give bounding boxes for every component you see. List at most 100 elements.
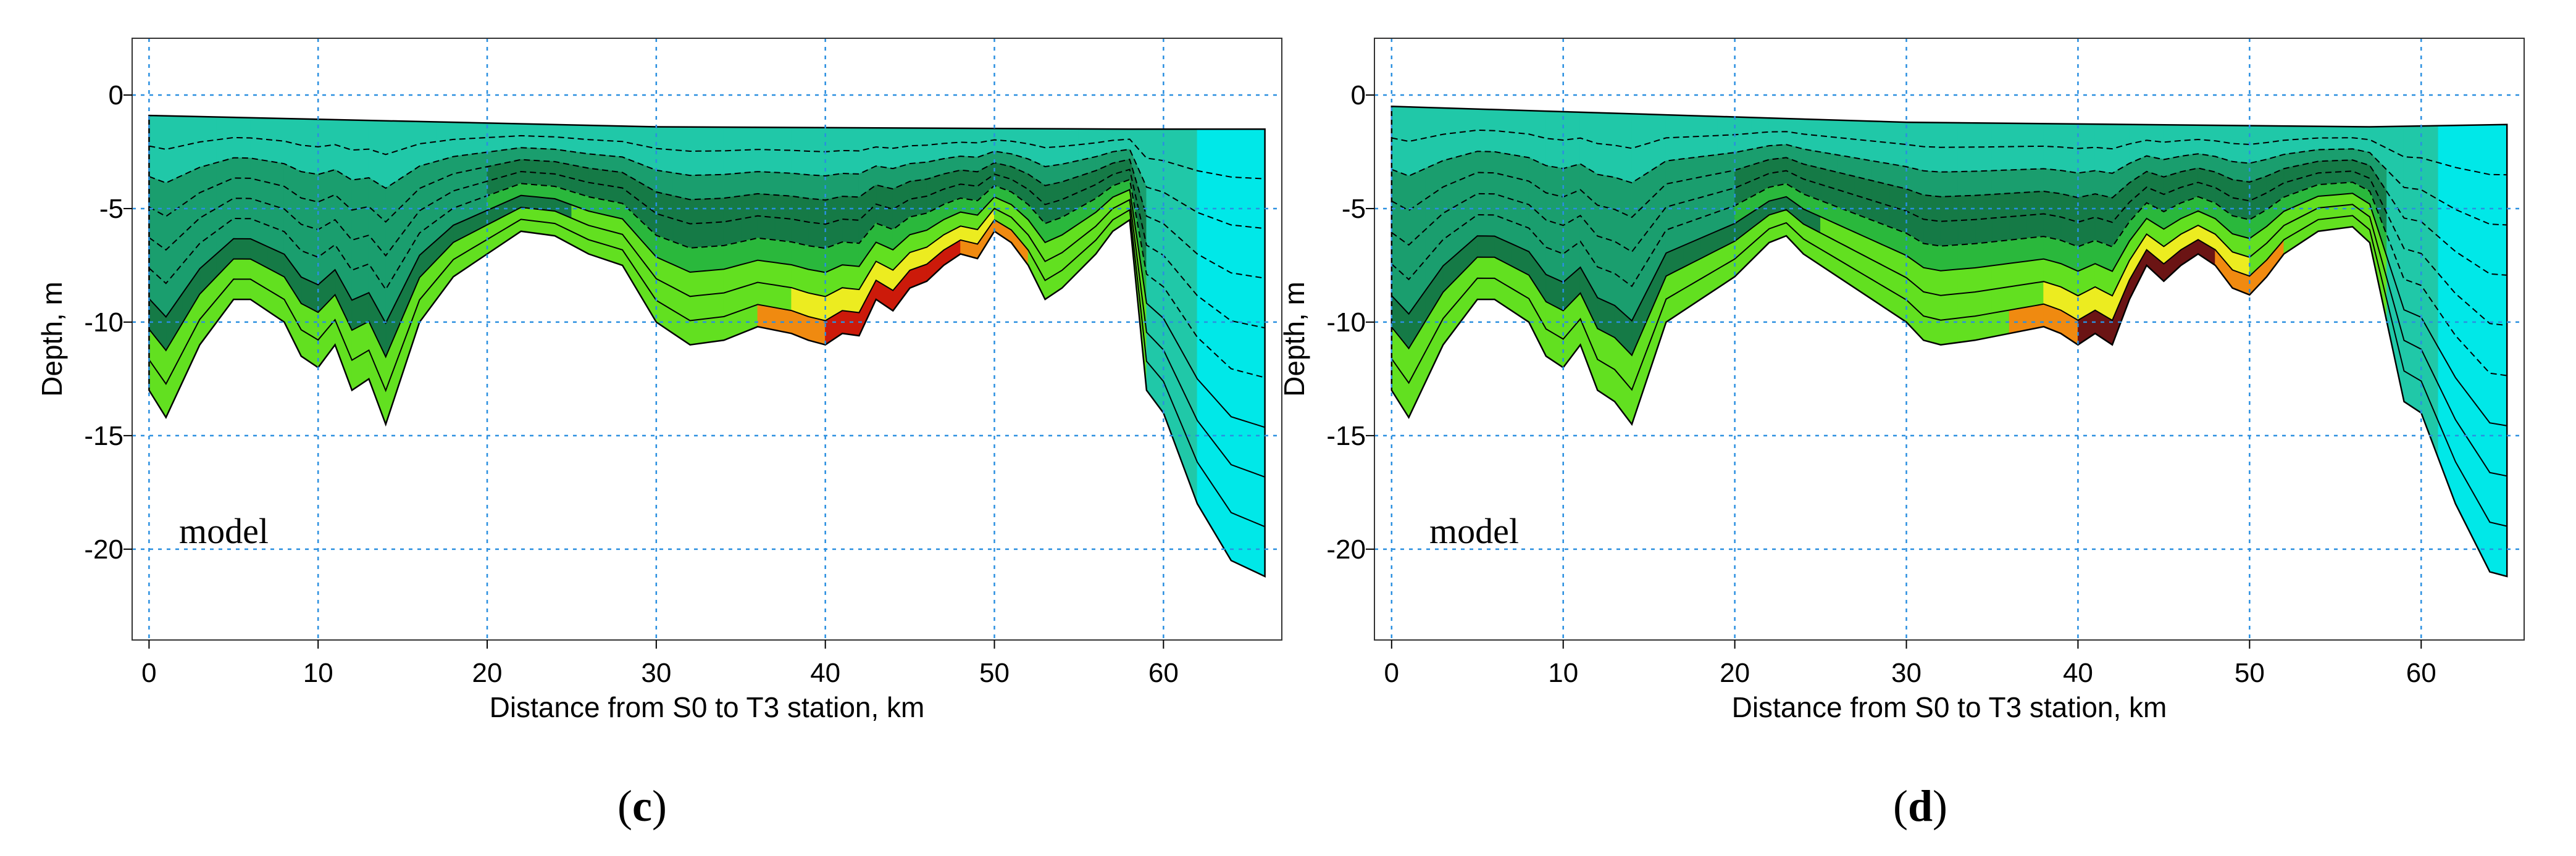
color-band-segment <box>1683 156 1701 181</box>
color-band-segment <box>808 268 826 297</box>
color-band-segment <box>182 115 201 146</box>
section-fill <box>148 114 1266 578</box>
color-band-segment <box>1820 119 1838 138</box>
color-band-segment <box>1975 122 1993 148</box>
color-band-segment <box>1231 512 1248 569</box>
color-band-segment <box>233 117 251 138</box>
color-band-segment <box>690 270 708 297</box>
color-band-segment <box>1940 147 1959 173</box>
y-axis-title: Depth, m <box>1278 281 1310 397</box>
color-band-segment <box>910 162 927 182</box>
color-band-segment <box>2335 148 2353 161</box>
color-band-segment <box>656 126 674 151</box>
x-tick-label: 40 <box>810 658 840 688</box>
color-band-segment <box>2403 217 2422 254</box>
color-band-segment <box>351 149 369 181</box>
color-band-segment <box>808 151 826 177</box>
isoline <box>148 209 1265 528</box>
color-band-segment <box>1197 170 1215 220</box>
color-band-segment <box>690 246 708 273</box>
color-band-segment <box>1991 146 2010 171</box>
color-band-segment <box>1957 291 1976 319</box>
color-band-segment <box>233 278 251 300</box>
color-band-segment <box>1854 120 1873 142</box>
color-band-segment <box>1940 293 1959 321</box>
color-band-segment <box>723 172 742 199</box>
color-band-segment <box>757 281 776 308</box>
color-band-segment <box>537 123 556 138</box>
caption-close-paren: ) <box>652 781 667 831</box>
color-band-segment <box>1511 109 1529 135</box>
color-band-segment <box>537 148 556 162</box>
color-band-segment <box>1957 219 1976 246</box>
color-band-segment <box>233 259 251 280</box>
x-axis-title: Distance from S0 to T3 station, km <box>1732 691 2167 723</box>
color-band-segment <box>1477 151 1495 173</box>
color-band-segment <box>706 174 724 199</box>
color-band-segment <box>2455 167 2474 218</box>
color-band-segment <box>1545 138 1564 169</box>
color-band-segment <box>672 149 691 176</box>
model-annotation: model <box>179 511 269 551</box>
color-band-segment <box>588 125 606 141</box>
color-band-segment <box>2026 281 2044 308</box>
color-band-segment <box>2335 137 2353 150</box>
color-band-segment <box>2009 306 2027 334</box>
color-band-segment <box>521 159 538 173</box>
color-band-segment <box>1597 173 1615 210</box>
color-band-segment <box>1545 110 1564 141</box>
color-band-segment <box>690 222 708 249</box>
color-band-segment <box>1477 130 1495 152</box>
color-band-segment <box>825 150 843 177</box>
color-band-segment <box>1975 241 1993 268</box>
color-band-segment <box>1906 144 1924 172</box>
color-band-segment <box>233 157 251 179</box>
color-band-segment <box>2335 170 2353 184</box>
isoline <box>148 159 1265 279</box>
color-band-segment <box>1923 218 1941 247</box>
panel-caption: (d) <box>1893 781 1947 831</box>
x-tick-label: 10 <box>1548 658 1578 688</box>
color-band-segment <box>1683 115 1701 138</box>
color-band-segment <box>943 128 961 144</box>
color-band-segment <box>2094 147 2113 174</box>
color-band-segment <box>1665 158 1684 185</box>
color-band-segment <box>216 117 234 141</box>
color-band-segment <box>2489 373 2507 426</box>
color-band-segment <box>1477 278 1495 300</box>
isoline <box>148 188 1265 428</box>
color-band-segment <box>791 150 809 175</box>
color-band-segment <box>791 218 809 246</box>
x-tick-label: 0 <box>141 658 156 688</box>
color-band-segment <box>774 307 792 334</box>
color-band-segment <box>808 127 826 152</box>
color-band-segment <box>199 116 217 143</box>
color-band-segment <box>1231 177 1248 227</box>
color-band-segment <box>757 238 776 263</box>
color-band-segment <box>2026 191 2044 216</box>
color-band-segment <box>672 127 691 152</box>
color-band-segment <box>1511 131 1529 158</box>
color-band-segment <box>1991 309 2010 338</box>
color-band-segment <box>723 218 742 246</box>
model-annotation: model <box>1429 511 1519 551</box>
color-band-segment <box>2009 260 2027 288</box>
color-band-segment <box>2077 123 2096 149</box>
color-band-segment <box>825 127 843 152</box>
color-band-segment <box>842 241 859 267</box>
color-band-segment <box>723 149 742 175</box>
caption-close-paren: ) <box>1933 781 1947 831</box>
color-band-segment <box>1991 122 2010 148</box>
color-band-segment <box>1163 128 1181 167</box>
color-band-segment <box>740 215 758 243</box>
color-band-segment <box>1768 131 1787 146</box>
y-tick-label: 0 <box>1351 80 1366 110</box>
color-band-segment <box>2335 159 2353 173</box>
color-band-segment <box>791 173 809 199</box>
color-band-segment <box>690 174 708 200</box>
color-band-segment <box>1477 235 1495 258</box>
y-tick-label: -20 <box>84 534 123 565</box>
color-band-segment <box>2472 170 2490 225</box>
color-band-segment <box>706 316 724 343</box>
color-band-segment <box>1803 118 1821 136</box>
